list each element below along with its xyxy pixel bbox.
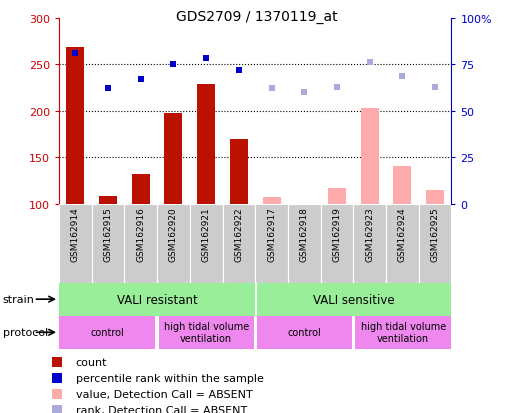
Text: control: control xyxy=(90,328,124,337)
Bar xyxy=(197,85,215,204)
Bar xyxy=(66,48,84,204)
Text: GSM162921: GSM162921 xyxy=(202,207,211,261)
Bar xyxy=(190,204,223,283)
Bar xyxy=(124,204,157,283)
Bar xyxy=(288,204,321,283)
Bar xyxy=(257,283,451,316)
Text: percentile rank within the sample: percentile rank within the sample xyxy=(75,373,264,383)
Text: GSM162923: GSM162923 xyxy=(365,207,374,261)
Bar xyxy=(157,204,190,283)
Text: high tidal volume
ventilation: high tidal volume ventilation xyxy=(361,322,446,343)
Bar xyxy=(355,316,451,349)
Text: GSM162920: GSM162920 xyxy=(169,207,178,261)
Text: GSM162922: GSM162922 xyxy=(234,207,243,261)
Bar xyxy=(59,316,155,349)
Bar xyxy=(230,140,248,204)
Text: GSM162914: GSM162914 xyxy=(71,207,80,261)
Text: GSM162924: GSM162924 xyxy=(398,207,407,261)
Text: VALI sensitive: VALI sensitive xyxy=(312,293,394,306)
Bar xyxy=(92,204,125,283)
Text: strain: strain xyxy=(3,294,34,304)
Bar xyxy=(386,204,419,283)
Text: GSM162919: GSM162919 xyxy=(332,207,342,261)
Text: VALI resistant: VALI resistant xyxy=(117,293,198,306)
Bar xyxy=(328,189,346,204)
Bar xyxy=(419,204,451,283)
Text: value, Detection Call = ABSENT: value, Detection Call = ABSENT xyxy=(75,389,252,399)
Bar xyxy=(255,204,288,283)
Bar xyxy=(223,204,255,283)
Bar xyxy=(321,204,353,283)
Text: GSM162925: GSM162925 xyxy=(430,207,440,261)
Bar xyxy=(353,204,386,283)
Text: count: count xyxy=(75,357,107,367)
Bar xyxy=(263,198,281,204)
Bar xyxy=(257,316,352,349)
Bar xyxy=(59,204,92,283)
Bar xyxy=(132,175,150,204)
Text: rank, Detection Call = ABSENT: rank, Detection Call = ABSENT xyxy=(75,405,247,413)
Text: GSM162917: GSM162917 xyxy=(267,207,276,261)
Bar xyxy=(159,316,253,349)
Bar xyxy=(165,113,183,204)
Text: GDS2709 / 1370119_at: GDS2709 / 1370119_at xyxy=(175,10,338,24)
Text: control: control xyxy=(287,328,321,337)
Bar xyxy=(361,109,379,204)
Bar xyxy=(393,166,411,204)
Bar xyxy=(426,190,444,204)
Text: GSM162918: GSM162918 xyxy=(300,207,309,261)
Text: protocol: protocol xyxy=(3,328,48,337)
Bar xyxy=(99,197,117,204)
Text: GSM162916: GSM162916 xyxy=(136,207,145,261)
Text: GSM162915: GSM162915 xyxy=(104,207,112,261)
Bar xyxy=(59,283,255,316)
Text: high tidal volume
ventilation: high tidal volume ventilation xyxy=(164,322,249,343)
